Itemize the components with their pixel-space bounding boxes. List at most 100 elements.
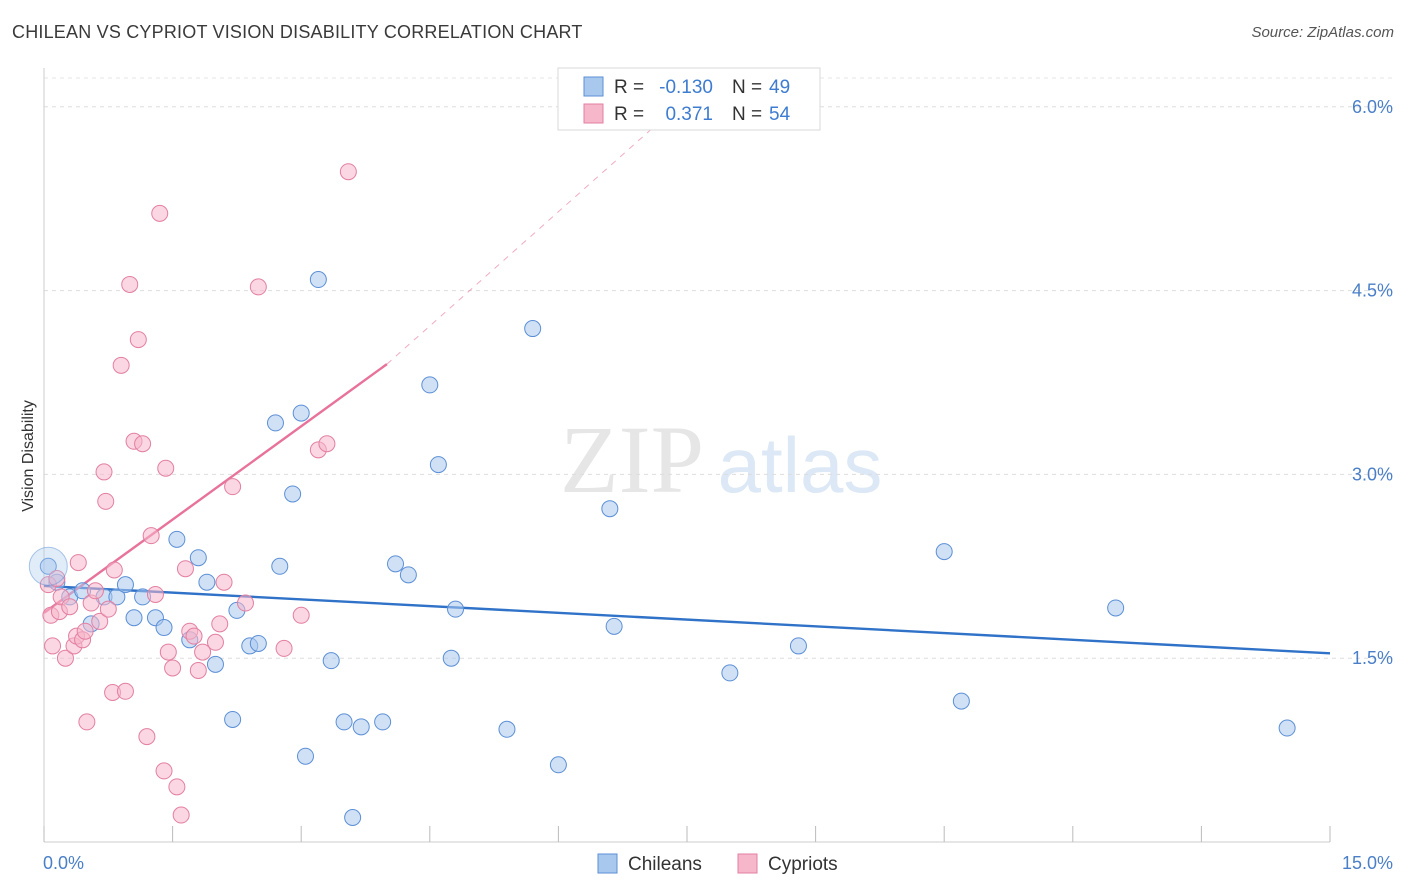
legend-swatch-cypriots xyxy=(737,853,758,874)
cypriot-point xyxy=(44,637,62,655)
cypriot-point xyxy=(236,594,254,612)
cypriot-point xyxy=(61,598,79,616)
cypriot-point xyxy=(78,713,96,731)
cypriot-point xyxy=(99,600,117,618)
stats-legend-n-label-2: N = xyxy=(732,104,762,125)
x-tick-label-min: 0.0% xyxy=(43,853,84,873)
cypriot-trend-line xyxy=(43,363,388,614)
chilean-point xyxy=(498,720,516,738)
chilean-trend-line xyxy=(43,584,1331,655)
chilean-point xyxy=(322,652,340,670)
cypriot-point xyxy=(129,331,147,349)
chilean-point xyxy=(296,747,314,765)
cypriot-point xyxy=(112,356,130,374)
cypriot-point xyxy=(121,275,139,293)
cypriot-point xyxy=(292,606,310,624)
x-tick-label-max: 15.0% xyxy=(1342,853,1393,873)
y-tick-label: 6.0% xyxy=(1352,97,1393,117)
chilean-point xyxy=(108,588,126,606)
chilean-point xyxy=(601,500,619,518)
cypriot-point xyxy=(151,204,169,222)
chilean-point xyxy=(116,576,134,594)
chilean-point-large xyxy=(28,546,68,586)
stats-legend-r-label-2: R = xyxy=(614,104,644,125)
cypriot-point xyxy=(157,459,175,477)
stats-legend: R = -0.130 N = 49 R = 0.371 N = 54 xyxy=(557,67,821,131)
cypriot-point xyxy=(249,278,267,296)
chilean-point xyxy=(935,543,953,561)
chilean-point xyxy=(335,713,353,731)
cypriot-point xyxy=(97,492,115,510)
cypriot-point xyxy=(189,661,207,679)
chilean-point xyxy=(421,376,439,394)
stats-legend-r-value-1: -0.130 xyxy=(659,77,713,98)
chilean-point xyxy=(39,557,57,575)
chilean-point xyxy=(524,320,542,338)
chilean-point xyxy=(249,634,267,652)
chart-title: CHILEAN VS CYPRIOT VISION DISABILITY COR… xyxy=(12,22,583,42)
chilean-point xyxy=(549,756,567,774)
chilean-point xyxy=(224,710,242,728)
chilean-point xyxy=(266,414,284,432)
cypriot-point xyxy=(164,659,182,677)
cypriot-point xyxy=(69,554,87,572)
cypriot-point xyxy=(224,478,242,496)
cypriot-point xyxy=(76,622,94,640)
stats-legend-n-value-1: 49 xyxy=(769,77,790,98)
chilean-point xyxy=(125,609,143,627)
cypriot-point xyxy=(105,561,123,579)
chilean-point xyxy=(1107,599,1125,617)
cypriot-point xyxy=(134,435,152,453)
chilean-point xyxy=(387,555,405,573)
cypriot-point xyxy=(91,612,109,630)
cypriot-point xyxy=(194,643,212,661)
cypriot-point xyxy=(176,560,194,578)
chilean-point xyxy=(284,485,302,503)
grid-lines xyxy=(44,77,1392,659)
y-tick-label: 1.5% xyxy=(1352,648,1393,668)
stats-legend-swatch-cypriots xyxy=(583,103,604,124)
watermark-atlas: atlas xyxy=(718,421,883,509)
cypriot-point xyxy=(138,728,156,746)
stats-legend-swatch-chileans xyxy=(583,76,604,97)
legend-swatch-chileans xyxy=(597,853,618,874)
chilean-point xyxy=(721,664,739,682)
chilean-point xyxy=(789,637,807,655)
legend-label-chileans: Chileans xyxy=(628,854,702,875)
cypriot-point xyxy=(206,633,224,651)
chilean-point xyxy=(605,617,623,635)
data-points xyxy=(28,163,1296,826)
cypriot-point xyxy=(95,463,113,481)
stats-legend-n-value-2: 54 xyxy=(769,104,791,125)
axes xyxy=(43,68,1331,843)
chilean-point xyxy=(352,718,370,736)
chilean-point xyxy=(429,456,447,474)
cypriot-point xyxy=(56,649,74,667)
chilean-point xyxy=(344,808,362,826)
y-tick-label: 4.5% xyxy=(1352,281,1393,301)
cypriot-point xyxy=(116,682,134,700)
tick-labels: 1.5% 3.0% 4.5% 6.0% 0.0% 15.0% xyxy=(43,97,1393,873)
cypriot-point xyxy=(155,762,173,780)
chilean-point xyxy=(309,271,327,289)
chilean-point xyxy=(374,713,392,731)
stats-legend-n-label-1: N = xyxy=(732,77,762,98)
legend-label-cypriots: Cypriots xyxy=(768,854,838,875)
cypriot-point xyxy=(172,806,190,824)
cypriot-point xyxy=(318,435,336,453)
cypriot-point xyxy=(215,573,233,591)
cypriot-point xyxy=(159,643,177,661)
stats-legend-r-value-2: 0.371 xyxy=(665,104,713,125)
cypriot-point xyxy=(339,163,357,181)
chilean-point xyxy=(271,557,289,575)
chilean-point xyxy=(952,692,970,710)
watermark-zip: ZIP xyxy=(560,406,704,513)
chilean-point xyxy=(1278,719,1296,737)
cypriot-point xyxy=(48,570,66,588)
chilean-point xyxy=(189,549,207,567)
chilean-point xyxy=(198,573,216,591)
chilean-point xyxy=(168,530,186,548)
cypriot-point xyxy=(275,639,293,657)
chilean-point xyxy=(447,600,465,618)
